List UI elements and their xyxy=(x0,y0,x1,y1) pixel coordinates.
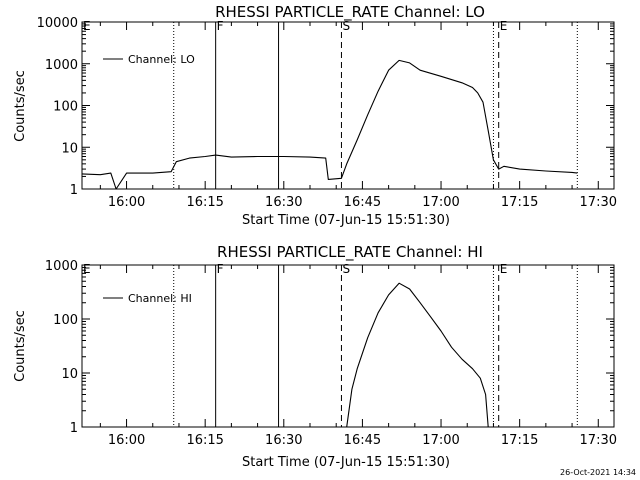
timestamp: 26-Oct-2021 14:34 xyxy=(560,468,636,477)
panel-lo-series xyxy=(81,59,578,190)
panel-hi-x-tick-label-2: 16:30 xyxy=(265,433,302,448)
panel-lo-y-tick-label-4: 10000 xyxy=(37,16,78,31)
panel-hi-x-tick-label-1: 16:15 xyxy=(186,433,223,448)
panel-hi-x-axis-label: Start Time (07-Jun-15 15:51:30) xyxy=(242,455,450,470)
panel-lo-marker-label-0: E xyxy=(83,19,91,33)
panel-lo-x-tick-label-0: 16:00 xyxy=(108,195,145,210)
panel-hi-marker-label-4: S xyxy=(342,262,350,276)
panel-lo-x-tick-label-5: 17:15 xyxy=(501,195,538,210)
panel-lo: RHESSI PARTICLE_RATE Channel: LO E F S E 16… xyxy=(13,3,617,228)
panel-lo-x-tick-label-4: 17:00 xyxy=(422,195,459,210)
panel-lo-x-tick-label-1: 16:15 xyxy=(186,195,223,210)
panel-lo-x-tick-label-3: 16:45 xyxy=(344,195,381,210)
panel-lo-title: RHESSI PARTICLE_RATE Channel: LO xyxy=(215,3,485,22)
panel-lo-marker-label-2: F xyxy=(217,19,224,33)
panel-hi-y-tick-label-3: 1000 xyxy=(45,259,78,274)
panel-hi-x-tick-label-5: 17:15 xyxy=(501,433,538,448)
panel-hi-y-tick-label-1: 10 xyxy=(61,367,78,382)
panel-hi-legend: Channel: HI xyxy=(103,292,192,305)
panel-hi-y-tick-label-0: 1 xyxy=(70,421,78,436)
panel-hi-x-tick-label-4: 17:00 xyxy=(422,433,459,448)
panel-hi: RHESSI PARTICLE_RATE Channel: HI E F S E 16… xyxy=(13,243,617,470)
panel-lo-y-axis-label: Counts/sec xyxy=(13,70,28,142)
panel-hi-legend-label: Channel: HI xyxy=(128,292,192,305)
panel-lo-ticks: 16:00 16:15 16:30 16:45 17:00 17:15 17:30 1 10 10… xyxy=(37,16,617,210)
panel-lo-legend-label: Channel: LO xyxy=(128,53,195,66)
panel-lo-x-tick-label-2: 16:30 xyxy=(265,195,302,210)
panel-lo-marker-label-4: S xyxy=(342,19,350,33)
panel-hi-y-axis-label: Counts/sec xyxy=(13,310,28,382)
panel-hi-frame xyxy=(81,264,615,428)
panel-lo-y-tick-label-3: 1000 xyxy=(45,58,78,73)
panel-lo-y-tick-label-1: 10 xyxy=(61,141,78,156)
panel-hi-x-tick-label-3: 16:45 xyxy=(344,433,381,448)
panel-hi-y-tick-label-2: 100 xyxy=(53,313,78,328)
panel-hi-series xyxy=(346,282,489,428)
panel-lo-y-tick-label-0: 1 xyxy=(70,183,78,198)
panel-lo-legend: Channel: LO xyxy=(103,53,195,66)
panel-hi-series-line-0 xyxy=(346,282,489,428)
panel-hi-x-tick-label-6: 17:30 xyxy=(580,433,617,448)
panel-lo-x-tick-label-6: 17:30 xyxy=(580,195,617,210)
panel-lo-y-tick-label-2: 100 xyxy=(53,100,78,115)
panel-hi-marker-label-0: E xyxy=(83,262,91,276)
panel-hi-marker-label-6: E xyxy=(500,262,508,276)
panel-hi-marker-label-2: F xyxy=(217,262,224,276)
panel-lo-x-axis-label: Start Time (07-Jun-15 15:51:30) xyxy=(242,213,450,228)
panel-lo-marker-label-6: E xyxy=(500,19,508,33)
panel-hi-x-tick-label-0: 16:00 xyxy=(108,433,145,448)
panel-lo-series-line-0 xyxy=(81,59,578,190)
panel-hi-ticks: 16:00 16:15 16:30 16:45 17:00 17:15 17:30 1 10 10… xyxy=(45,259,617,448)
panel-hi-title: RHESSI PARTICLE_RATE Channel: HI xyxy=(217,243,483,262)
